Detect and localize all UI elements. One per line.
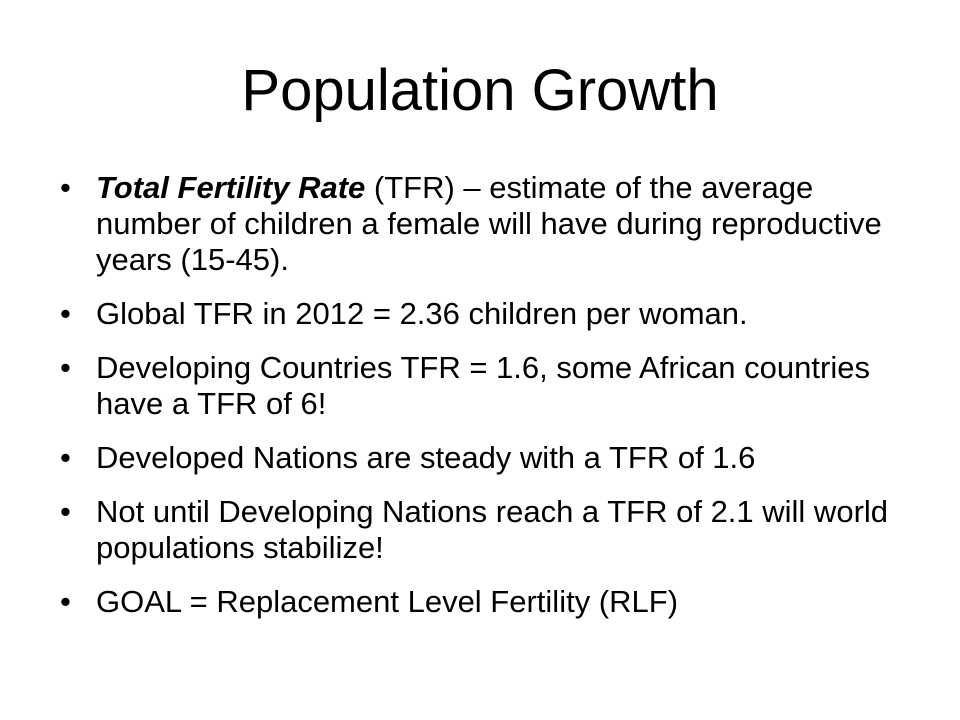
bullet-dot: • [60, 440, 71, 475]
bullet-text: Global TFR in 2012 = 2.36 children per w… [96, 296, 748, 331]
bullet-text: Not until Developing Nations reach a TFR… [96, 494, 889, 565]
bullet-emphasis: Total Fertility Rate [96, 170, 366, 205]
bullet-text: GOAL = Replacement Level Fertility (RLF) [96, 584, 679, 619]
bullet-dot: • [60, 494, 71, 529]
bullet-dot: • [60, 350, 71, 385]
bullet-item: • GOAL = Replacement Level Fertility (RL… [60, 584, 920, 620]
bullet-text: Developed Nations are steady with a TFR … [96, 440, 756, 475]
bullet-dot: • [60, 296, 71, 331]
bullet-dot: • [60, 170, 71, 205]
bullet-item: • Total Fertility Rate (TFR) – estimate … [60, 170, 920, 278]
bullet-dot: • [60, 584, 71, 619]
bullet-item: • Global TFR in 2012 = 2.36 children per… [60, 296, 920, 332]
bullet-item: • Not until Developing Nations reach a T… [60, 494, 920, 566]
bullet-item: • Developed Nations are steady with a TF… [60, 440, 920, 476]
bullet-list: • Total Fertility Rate (TFR) – estimate … [60, 170, 920, 638]
bullet-item: • Developing Countries TFR = 1.6, some A… [60, 350, 920, 422]
slide-title: Population Growth [241, 58, 719, 123]
bullet-text: Developing Countries TFR = 1.6, some Afr… [96, 350, 870, 421]
bullet-text: (TFR) – estimate of the average number o… [96, 170, 882, 277]
